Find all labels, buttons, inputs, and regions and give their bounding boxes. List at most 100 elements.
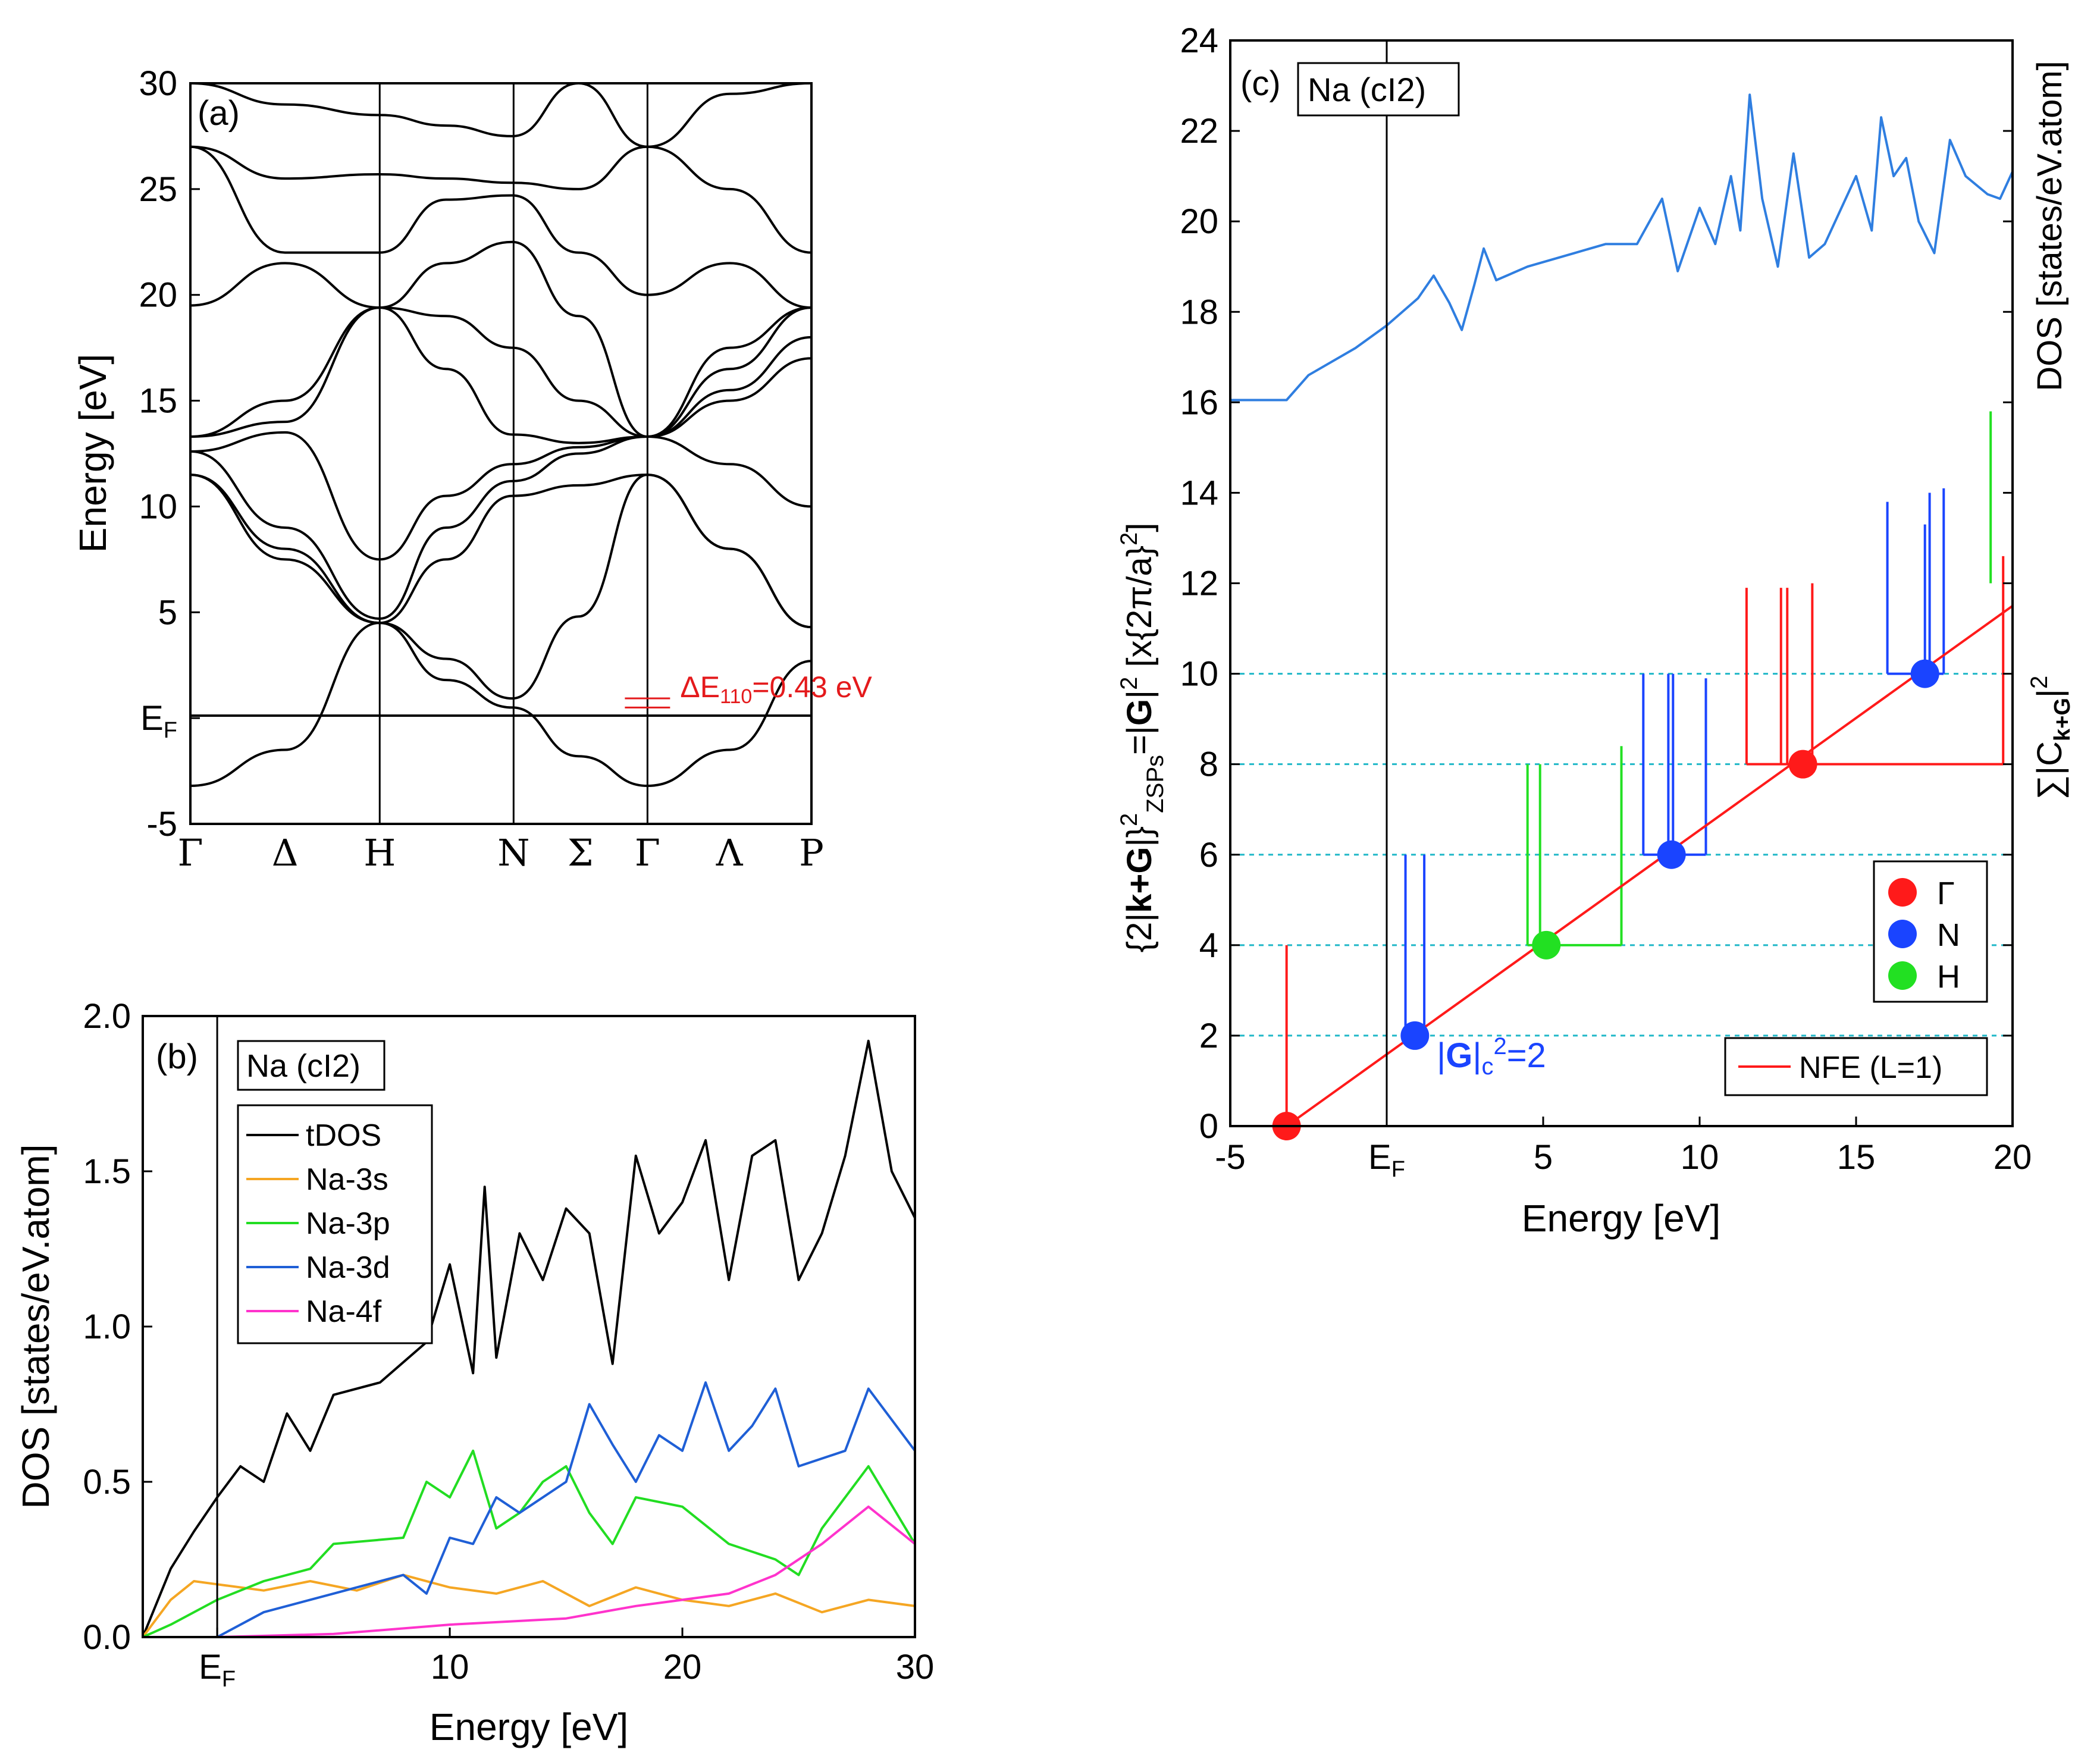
- x-tick-label: P: [799, 831, 824, 874]
- x-tick-label-sub: F: [1391, 1157, 1405, 1182]
- band-line-9: [190, 145, 811, 309]
- y-tick-label: 2: [1199, 1017, 1218, 1055]
- y-tick-label: 1.5: [83, 1152, 131, 1191]
- y-tick-label: 18: [1180, 293, 1218, 331]
- y-tick-label: 5: [158, 593, 177, 632]
- x-tick-label: N: [497, 831, 529, 874]
- y-tick-label: EF: [140, 699, 177, 743]
- x-tick-label: 10: [1681, 1138, 1719, 1177]
- x-tick-label: Σ: [568, 831, 594, 874]
- y-tick-label: 0.5: [83, 1463, 131, 1501]
- band-panel-label: (a): [198, 94, 240, 133]
- dos-y-axis-label: DOS [states/eV.atom]: [14, 1144, 57, 1509]
- band-y-axis-label: Energy [eV]: [71, 354, 114, 553]
- dos-material-label: Na (cI2): [246, 1048, 361, 1084]
- y-tick-label: 10: [1180, 655, 1218, 694]
- y-tick-label: 24: [1180, 21, 1218, 60]
- y-tick-label-main: E: [140, 699, 164, 738]
- zone-panel-label: (c): [1240, 64, 1281, 103]
- dos-material-box: [237, 1040, 385, 1091]
- gap-annotation-label: ΔE110=0.43 eV: [680, 670, 872, 708]
- x-tick-label: Γ: [177, 831, 203, 874]
- y-tick-label: 16: [1180, 383, 1218, 422]
- coefficient-sticks: [1285, 411, 2005, 1126]
- dos-curve: [1230, 93, 2013, 402]
- y-tick-label: 1.0: [83, 1308, 131, 1346]
- y-tick-label: 22: [1180, 112, 1218, 151]
- dos-curve-na-3d: [143, 1381, 915, 1637]
- dos-y-ticks: 0.0 0.5 1.0 1.5 2.0: [83, 997, 152, 1657]
- y-tick-label: -5: [146, 805, 177, 844]
- y-tick-label: 15: [139, 382, 177, 421]
- y-tick-label: 2.0: [83, 997, 131, 1036]
- legend-label-na-3p: Na-3p: [306, 1206, 390, 1241]
- dos-x-axis-label: Energy [eV]: [430, 1705, 628, 1748]
- band-line-5: [190, 357, 811, 561]
- x-tick-label: 5: [1534, 1138, 1553, 1177]
- legend-label-na-4f: Na-4f: [306, 1294, 382, 1329]
- nfe-legend-label: NFE (L=1): [1799, 1051, 1942, 1085]
- band-line-3: [190, 474, 811, 629]
- band-line-2: [190, 474, 811, 700]
- zone-point-N: [1910, 659, 1939, 688]
- legend-marker-Γ: [1888, 878, 1917, 907]
- x-tick-label: 20: [663, 1648, 702, 1686]
- x-tick-label: EF: [1368, 1138, 1405, 1182]
- band-line-6: [190, 306, 811, 444]
- dos-legend: tDOS Na-3s Na-3p Na-3d Na-4f: [246, 1118, 390, 1329]
- zone-x-ticks: -5 EF 5 10 15 20: [1215, 1117, 2032, 1182]
- zone-points-legend: ΓNH: [1888, 876, 1960, 995]
- y-tick-label: 10: [139, 487, 177, 526]
- y-tick-label: 6: [1199, 836, 1218, 874]
- x-tick-label: H: [363, 831, 396, 874]
- band-line-11: [190, 83, 811, 148]
- x-tick-label: 10: [431, 1648, 469, 1686]
- zone-material-box: [1297, 62, 1460, 117]
- zone-point-N: [1657, 840, 1686, 869]
- dos-panel: 0.0 0.5 1.0 1.5 2.0 EF 10 20 30 (b) Na (cI2) tD…: [14, 997, 934, 1748]
- y-tick-label: 20: [1180, 202, 1218, 241]
- band-line-10: [190, 145, 811, 254]
- legend-label-Γ: Γ: [1937, 876, 1955, 911]
- zone-right-dos-label: DOS [states/eV.atom]: [2030, 61, 2069, 391]
- band-y-ticks: -5 EF 5 10 15 20 25 30: [139, 64, 200, 844]
- total-dos-curve: [1230, 93, 2013, 402]
- zone-x-axis-label: Energy [eV]: [1522, 1197, 1720, 1240]
- band-line-8: [190, 240, 811, 438]
- legend-label-na-3s: Na-3s: [306, 1162, 388, 1197]
- y-tick-label: 4: [1199, 926, 1218, 965]
- legend-marker-H: [1888, 961, 1917, 990]
- x-tick-label-main: E: [199, 1648, 222, 1686]
- x-tick-label: Γ: [635, 831, 660, 874]
- zone-point-H: [1532, 930, 1561, 960]
- zone-point-N: [1400, 1021, 1430, 1050]
- zone-right-coefficient-label: ∑|Ck+G|2: [2026, 676, 2075, 800]
- y-tick-label: 12: [1180, 565, 1218, 603]
- x-tick-label: EF: [199, 1648, 236, 1692]
- x-tick-label-main: E: [1368, 1138, 1391, 1177]
- zone-plane-points: [1272, 659, 1939, 1140]
- y-tick-label-sub: F: [164, 718, 177, 743]
- legend-marker-N: [1888, 920, 1917, 948]
- zone-material-label: Na (cI2): [1308, 71, 1426, 108]
- band-line-4: [190, 435, 811, 620]
- y-tick-label: 0.0: [83, 1618, 131, 1657]
- zone-point-Γ: [1788, 750, 1817, 779]
- x-tick-label: 15: [1837, 1138, 1876, 1177]
- g-c-squared-label: |G|c2=2: [1437, 1033, 1546, 1080]
- x-tick-label: 30: [896, 1648, 935, 1686]
- dos-panel-label: (b): [156, 1037, 198, 1076]
- y-tick-label: 30: [139, 64, 177, 103]
- legend-label-na-3d: Na-3d: [306, 1250, 390, 1285]
- y-tick-label: 8: [1199, 745, 1218, 784]
- x-tick-label-sub: F: [222, 1667, 236, 1692]
- y-tick-label: 25: [139, 170, 177, 209]
- dos-curve-na-3p: [143, 1449, 915, 1637]
- zone-y-axis-label: {2|k+G|}2ZSPs=|G|2 [x{2π/a}2]: [1116, 523, 1168, 953]
- legend-label-tdos: tDOS: [306, 1118, 381, 1153]
- x-tick-label: Λ: [716, 831, 744, 874]
- band-line-7: [190, 306, 811, 438]
